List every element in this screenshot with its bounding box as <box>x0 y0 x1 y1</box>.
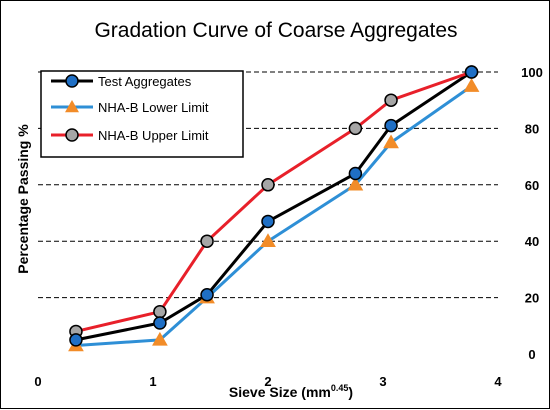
marker-0-0 <box>69 333 83 347</box>
y-tick-label-0: 0 <box>528 347 535 362</box>
legend-item-0: Test Aggregates <box>51 74 192 89</box>
marker-0-2 <box>200 288 214 302</box>
legend-item-1: NHA-B Lower Limit <box>51 100 209 115</box>
marker-0-6 <box>464 65 479 79</box>
marker-1-1 <box>152 331 168 346</box>
y-tick-label-80: 80 <box>525 121 539 136</box>
series-layer <box>68 65 480 352</box>
x-axis-title: Sieve Size (mm0.45) <box>229 383 353 400</box>
marker-0-5 <box>384 118 398 133</box>
marker-0-4 <box>348 166 363 181</box>
tick-labels: 0 20 40 60 80 100 0 1 2 3 4 <box>34 65 542 389</box>
legend-swatch-marker-1 <box>65 100 79 113</box>
marker-1-5 <box>383 134 399 149</box>
marker-2-1 <box>153 304 167 319</box>
chart-title: Gradation Curve of Coarse Aggregates <box>94 19 457 42</box>
x-tick-label-0: 0 <box>34 374 41 389</box>
marker-1-4 <box>347 176 364 191</box>
x-axis-title-superscript: 0.45 <box>331 383 349 393</box>
marker-2-5 <box>384 93 398 107</box>
x-tick-label-2: 2 <box>264 374 271 389</box>
x-axis-title-end: ) <box>348 384 353 400</box>
x-axis-title-text: Sieve Size (mm <box>229 384 331 400</box>
y-tick-label-40: 40 <box>525 234 539 249</box>
legend-item-2: NHA-B Upper Limit <box>51 128 209 143</box>
x-tick-label-4: 4 <box>494 374 502 389</box>
marker-0-3 <box>261 214 275 229</box>
marker-0-1 <box>153 316 167 330</box>
marker-2-2 <box>200 234 214 248</box>
legend: Test Aggregates NHA-B Lower Limit NHA-B Up… <box>40 70 244 158</box>
marker-2-4 <box>348 121 363 136</box>
marker-1-6 <box>463 78 480 92</box>
legend-swatch-marker-0 <box>65 74 79 88</box>
y-tick-label-60: 60 <box>525 178 539 193</box>
legend-items: Test Aggregates NHA-B Lower Limit NHA-B Up… <box>51 74 209 143</box>
legend-label-1: NHA-B Lower Limit <box>98 100 209 115</box>
y-tick-label-20: 20 <box>525 291 539 306</box>
series-markers-0 <box>69 65 479 347</box>
legend-swatch-marker-2 <box>65 128 79 142</box>
y-axis-title: Percentage Passing % <box>15 124 31 274</box>
legend-label-2: NHA-B Upper Limit <box>98 128 209 143</box>
x-tick-label-3: 3 <box>379 374 386 389</box>
marker-1-3 <box>260 233 276 247</box>
marker-2-3 <box>261 178 275 192</box>
y-tick-label-100: 100 <box>521 65 543 80</box>
x-tick-label-1: 1 <box>149 374 156 389</box>
legend-label-0: Test Aggregates <box>98 74 192 89</box>
